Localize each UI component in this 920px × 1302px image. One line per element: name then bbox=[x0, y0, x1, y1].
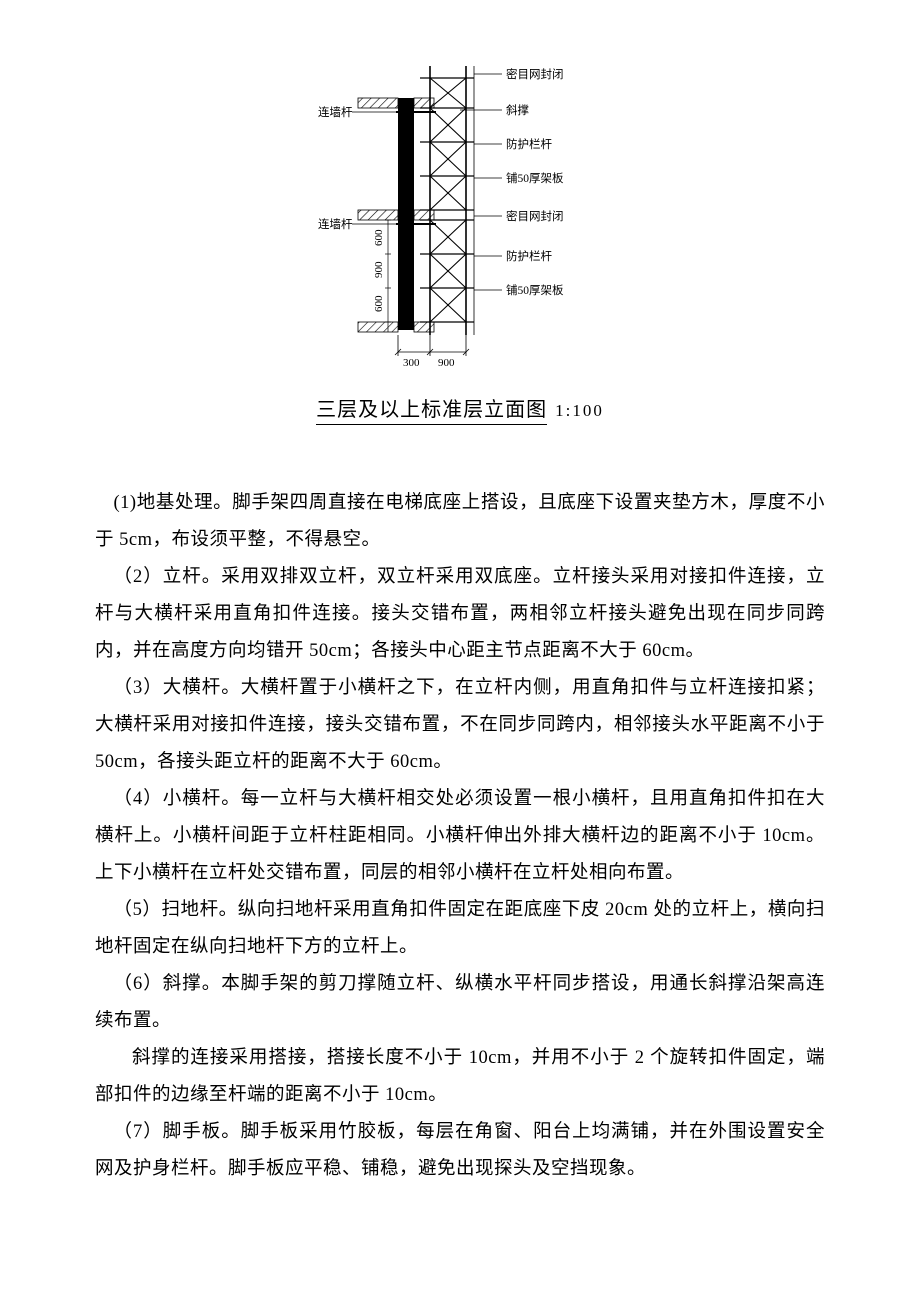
para-3: （3）大横杆。大横杆置于小横杆之下，在立杆内侧，用直角扣件与立杆连接扣紧；大横杆… bbox=[95, 670, 825, 781]
hdim-300: 300 bbox=[403, 357, 420, 369]
para-2: （2）立杆。采用双排双立杆，双立杆采用双底座。立杆接头采用对接扣件连接，立杆与大… bbox=[95, 559, 825, 670]
label-lianqiang-2: 连墙杆 bbox=[318, 217, 353, 231]
horizontal-dims bbox=[395, 335, 469, 356]
floor-slab-mid bbox=[358, 210, 398, 220]
elevation-diagram: 密目网封闭 斜撑 防护栏杆 铺50厚架板 密目网封闭 防护栏杆 铺50厚架板 连… bbox=[290, 60, 630, 380]
para-8: （7）脚手板。脚手板采用竹胶板，每层在角窗、阳台上均满铺，并在外围设置安全网及护… bbox=[95, 1114, 825, 1188]
wall-column bbox=[398, 98, 414, 330]
vdim-900-a: 900 bbox=[373, 261, 385, 278]
label-mimu-2: 密目网封闭 bbox=[506, 209, 564, 223]
label-fanghulangan-2: 防护栏杆 bbox=[506, 249, 552, 263]
diagram-caption: 三层及以上标准层立面图 1:100 bbox=[290, 393, 630, 425]
diagram-container: 密目网封闭 斜撑 防护栏杆 铺50厚架板 密目网封闭 防护栏杆 铺50厚架板 连… bbox=[95, 60, 825, 425]
label-jiaban-2: 铺50厚架板 bbox=[506, 283, 564, 297]
caption-text: 三层及以上标准层立面图 bbox=[316, 393, 547, 425]
para-6: （6）斜撑。本脚手架的剪刀撑随立杆、纵横水平杆同步搭设，用通长斜撑沿架高连续布置… bbox=[95, 966, 825, 1040]
label-lianqiang-1: 连墙杆 bbox=[318, 105, 353, 119]
floor-slab-mid-r bbox=[414, 210, 434, 220]
caption-scale: 1:100 bbox=[555, 401, 604, 421]
vdim-600-b: 600 bbox=[373, 229, 385, 246]
body-text: (1)地基处理。脚手架四周直接在电梯底座上搭设，且底座下设置夹垫方木，厚度不小于… bbox=[95, 485, 825, 1188]
floor-slab-top bbox=[358, 98, 398, 108]
diagram-wrapper: 密目网封闭 斜撑 防护栏杆 铺50厚架板 密目网封闭 防护栏杆 铺50厚架板 连… bbox=[290, 60, 630, 425]
vdim-600-a: 600 bbox=[373, 295, 385, 312]
label-jiaban-1: 铺50厚架板 bbox=[506, 171, 564, 185]
label-mimu-top: 密目网封闭 bbox=[506, 67, 564, 81]
para-7: 斜撑的连接采用搭接，搭接长度不小于 10cm，并用不小于 2 个旋转扣件固定，端… bbox=[95, 1040, 825, 1114]
floor-slab-bot-r bbox=[414, 322, 434, 332]
para-1: (1)地基处理。脚手架四周直接在电梯底座上搭设，且底座下设置夹垫方木，厚度不小于… bbox=[95, 485, 825, 559]
para-4: （4）小横杆。每一立杆与大横杆相交处必须设置一根小横杆，且用直角扣件扣在大横杆上… bbox=[95, 781, 825, 892]
hdim-900: 900 bbox=[438, 357, 455, 369]
diagonal-braces bbox=[430, 78, 466, 322]
floor-slab-bot bbox=[358, 322, 398, 332]
vertical-dims bbox=[385, 220, 391, 332]
para-5: （5）扫地杆。纵向扫地杆采用直角扣件固定在距底座下皮 20cm 处的立杆上，横向… bbox=[95, 892, 825, 966]
label-fanghulangan-1: 防护栏杆 bbox=[506, 137, 552, 151]
right-labels: 密目网封闭 斜撑 防护栏杆 铺50厚架板 密目网封闭 防护栏杆 铺50厚架板 bbox=[460, 67, 564, 297]
label-xiecheng: 斜撑 bbox=[506, 103, 529, 117]
